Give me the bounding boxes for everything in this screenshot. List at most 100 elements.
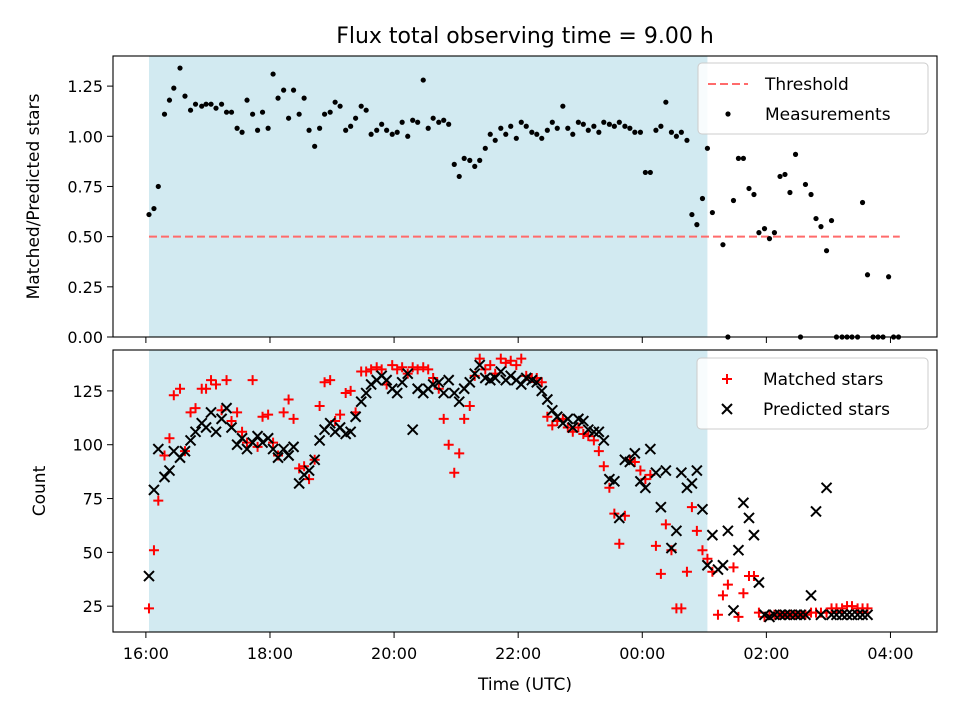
matched-star-marker — [319, 377, 330, 388]
measurement-point — [575, 119, 581, 125]
bottom-plot-frame — [112, 349, 938, 633]
measurement-point — [616, 119, 622, 125]
measurement-point — [658, 123, 664, 129]
matched-star-marker — [717, 590, 728, 601]
measurements-legend-swatch — [725, 111, 731, 117]
matched-star-marker — [376, 364, 387, 375]
matched-star-marker — [459, 413, 470, 424]
measurement-point — [384, 127, 390, 133]
measurement-point — [673, 133, 679, 139]
measurement-point — [218, 101, 225, 107]
measurement-point — [166, 97, 173, 103]
predicted-star-marker — [743, 512, 755, 524]
measurement-point — [518, 119, 524, 125]
measurement-point — [591, 123, 597, 129]
measurement-point — [275, 95, 281, 101]
measurement-point — [534, 131, 540, 137]
predicted-star-marker — [313, 434, 326, 447]
matched-star-marker — [221, 375, 232, 386]
measurement-point — [234, 125, 240, 131]
measurement-point — [756, 230, 762, 236]
predicted-star-marker — [473, 359, 486, 371]
measurement-point — [461, 155, 467, 161]
matched-star-marker — [712, 609, 723, 620]
matched-star-marker — [257, 411, 268, 422]
bottom-y-tick-label: 75 — [83, 490, 103, 509]
matched-star-marker — [655, 568, 666, 579]
measurement-point — [523, 123, 529, 129]
predicted-star-marker — [861, 609, 874, 621]
measurement-point — [446, 121, 452, 127]
predicted-star-marker — [856, 609, 869, 621]
matched-star-marker — [536, 377, 547, 388]
measurement-point — [410, 117, 416, 123]
measurement-point — [782, 171, 788, 178]
matched-star-marker — [650, 540, 661, 551]
predicted-star-marker — [464, 376, 476, 388]
predicted-star-marker — [272, 451, 284, 464]
predicted-star-marker — [789, 609, 802, 621]
matched-star-marker — [635, 465, 646, 476]
predicted-star-marker — [577, 415, 590, 427]
matched-star-marker — [485, 360, 496, 371]
matched-star-marker — [294, 463, 305, 474]
predicted-star-marker — [836, 609, 848, 621]
top-legend-box — [697, 62, 929, 135]
matched-star-marker — [593, 446, 604, 457]
x-tick-label: 02:00 — [743, 644, 789, 663]
measurement-point — [580, 121, 586, 127]
measurement-point — [441, 117, 447, 123]
matched-star-marker — [211, 379, 221, 390]
measurement-point — [250, 111, 256, 117]
measurement-point — [544, 127, 550, 133]
predicted-star-marker — [588, 426, 600, 438]
predicted-star-marker — [546, 404, 559, 416]
predicted-star-marker — [634, 475, 647, 488]
measurement-point — [560, 103, 566, 109]
predicted-star-marker — [308, 454, 321, 466]
predicted-star-marker — [246, 436, 259, 449]
x-axis-label: Time (UTC) — [477, 675, 572, 695]
predicted-star-marker — [251, 430, 264, 442]
measurement-point — [343, 127, 349, 133]
matched-star-marker — [474, 353, 485, 364]
measurements-legend-label: Measurements — [765, 105, 891, 125]
measurement-point — [368, 131, 374, 137]
predicted-star-marker — [303, 464, 315, 477]
matched-star-marker — [676, 603, 687, 614]
matched-star-marker — [288, 413, 299, 424]
measurement-point — [192, 101, 199, 107]
measurement-point — [689, 211, 695, 218]
matched-star-marker — [505, 355, 516, 366]
matched-star-marker — [392, 364, 403, 375]
matched-star-marker — [283, 394, 294, 405]
measurement-point — [611, 123, 617, 129]
predicted-star-marker — [851, 609, 864, 621]
predicted-star-marker — [406, 423, 419, 436]
measurement-point — [704, 145, 711, 151]
measurement-point — [203, 101, 209, 107]
measurement-point — [647, 169, 653, 176]
measurement-point — [337, 103, 343, 109]
predicted-star-marker — [287, 441, 300, 453]
matched-star-marker — [697, 545, 708, 556]
measurement-point — [751, 191, 757, 198]
matched-star-marker — [371, 362, 382, 373]
measurement-point — [746, 185, 752, 192]
x-tick-label: 22:00 — [495, 644, 541, 663]
measurement-point — [394, 129, 400, 135]
matched-star-marker — [702, 553, 713, 564]
measurement-point — [472, 163, 478, 169]
matched-star-marker — [148, 545, 159, 556]
x-tick-label: 00:00 — [619, 644, 665, 663]
bottom-y-tick-label: 50 — [83, 543, 103, 562]
matched-star-marker — [748, 571, 759, 582]
measurement-point — [430, 115, 436, 121]
matched-star-marker — [237, 426, 248, 437]
measurement-point — [482, 145, 488, 151]
predicted-star-marker — [396, 376, 408, 388]
measurement-point — [823, 248, 830, 254]
predicted-star-marker — [282, 449, 295, 462]
matched-star-marker — [837, 603, 848, 614]
matched-star-marker — [573, 422, 584, 433]
